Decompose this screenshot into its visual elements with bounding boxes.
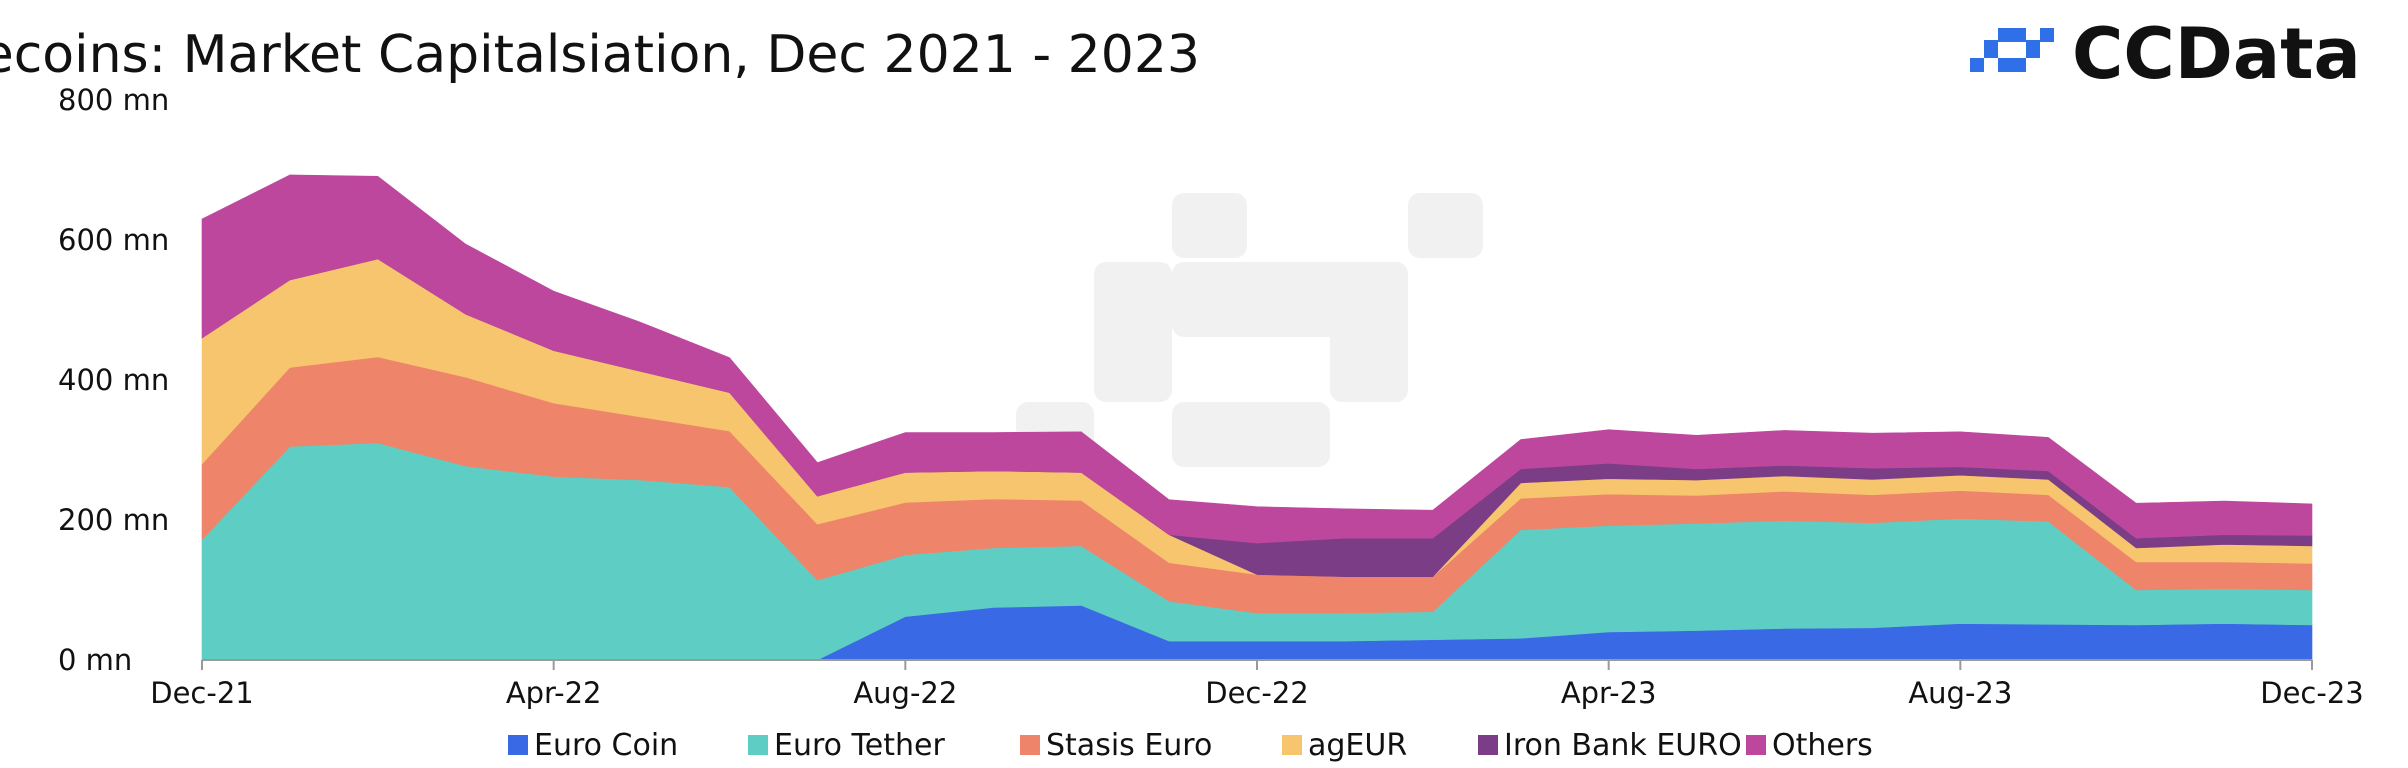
area-others xyxy=(201,174,2313,544)
y-tick-label: 0 mn xyxy=(58,643,132,677)
logo-block xyxy=(1984,40,1998,58)
x-tick-label: Apr-22 xyxy=(506,676,602,710)
legend-swatch xyxy=(1020,735,1040,755)
watermark-block xyxy=(1172,402,1330,467)
legend-swatch xyxy=(1282,735,1302,755)
x-axis: Dec-21 Apr-22 Aug-22 Dec-22 Apr-23 Aug-23 Dec-… xyxy=(150,659,2364,710)
legend-swatch xyxy=(508,735,528,755)
legend-item: Others xyxy=(1746,728,1873,763)
legend-label: Stasis Euro xyxy=(1046,728,1212,763)
watermark-block xyxy=(1094,262,1172,402)
logo-block xyxy=(1970,58,1984,72)
logo-block xyxy=(2026,40,2040,58)
legend-item: agEUR xyxy=(1282,728,1407,763)
y-tick-label: 400 mn xyxy=(58,363,169,397)
legend: Euro Coin Euro Tether Stasis Euro agEUR Iron… xyxy=(508,728,1873,763)
watermark-logo xyxy=(1016,193,1483,467)
logo-block xyxy=(1998,58,2026,72)
x-tick-label: Aug-23 xyxy=(1908,676,2012,710)
legend-label: Euro Coin xyxy=(534,728,678,763)
y-axis: 0 mn 200 mn 400 mn 600 mn 800 mn xyxy=(58,83,169,677)
legend-label: agEUR xyxy=(1308,728,1407,763)
legend-label: Iron Bank EURO xyxy=(1504,728,1742,763)
logo-block xyxy=(2040,28,2054,42)
y-tick-label: 600 mn xyxy=(58,223,169,257)
ccdata-logo-icon xyxy=(1970,28,2054,72)
legend-swatch xyxy=(1478,735,1498,755)
legend-item: Euro Coin xyxy=(508,728,678,763)
x-tick-label: Aug-22 xyxy=(853,676,957,710)
legend-swatch xyxy=(748,735,768,755)
y-tick-label: 800 mn xyxy=(58,83,169,117)
legend-item: Stasis Euro xyxy=(1020,728,1212,763)
x-tick-label: Dec-21 xyxy=(150,676,253,710)
x-tick-label: Apr-23 xyxy=(1561,676,1657,710)
legend-item: Euro Tether xyxy=(748,728,945,763)
x-tick-label: Dec-23 xyxy=(2260,676,2363,710)
legend-label: Others xyxy=(1772,728,1873,763)
x-tick-label: Dec-22 xyxy=(1205,676,1308,710)
brand-logo: CCData xyxy=(1970,13,2361,95)
chart-title: Euro Stablecoins: Market Capitalsiation,… xyxy=(0,25,1200,85)
legend-item: Iron Bank EURO xyxy=(1478,728,1742,763)
y-tick-label: 200 mn xyxy=(58,503,169,537)
watermark-block xyxy=(1408,193,1483,258)
watermark-block xyxy=(1172,193,1247,258)
legend-label: Euro Tether xyxy=(774,728,945,763)
brand-name: CCData xyxy=(2072,13,2361,95)
legend-swatch xyxy=(1746,735,1766,755)
watermark-block xyxy=(1330,262,1408,402)
stacked-areas xyxy=(201,174,2313,661)
logo-block xyxy=(1998,28,2026,42)
